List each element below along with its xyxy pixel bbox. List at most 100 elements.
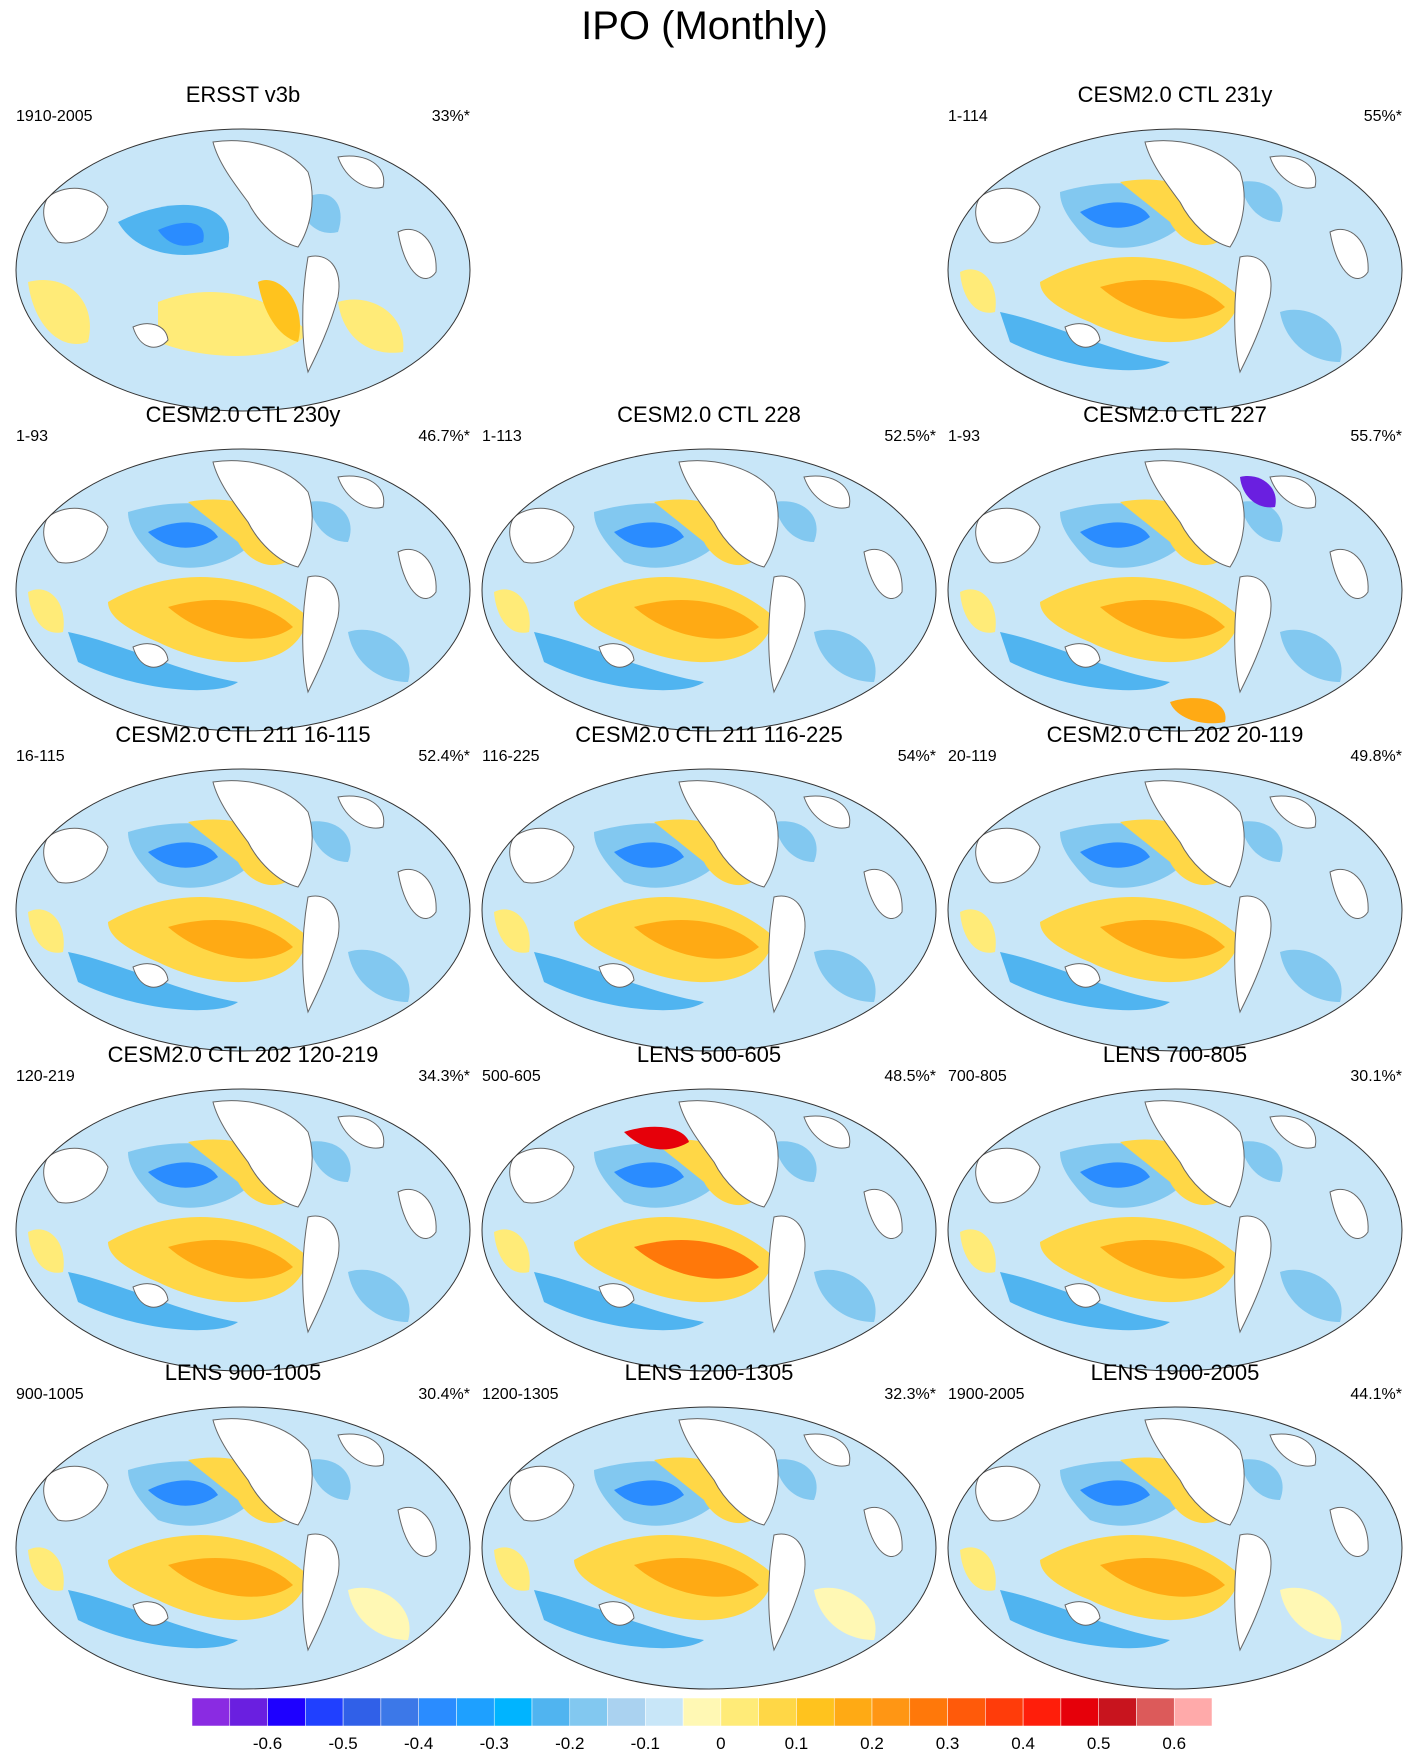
colorbar-tick-label: -0.6 [252,1734,283,1753]
colorbar-tick-label: -0.4 [404,1734,434,1753]
panel-variance-percent: 49.8%* [1350,748,1402,765]
panel-year-range: 1-113 [482,428,522,445]
panel-title: LENS 1900-2005 [1090,1360,1260,1385]
map-outline [481,1088,937,1372]
panel-variance-percent: 52.5%* [884,428,936,445]
map-panel: LENS 700-805 700-805 30.1%* [940,1042,1409,1372]
map-outline [481,448,937,732]
map-field [482,769,936,1051]
panel-year-range: 500-605 [482,1068,541,1085]
panel-title: CESM2.0 CTL 227 [1083,402,1267,427]
colorbar-swatch [985,1698,1024,1726]
colorbar-swatch [342,1698,382,1726]
panel-variance-percent: 30.4%* [418,1386,470,1403]
colorbar-swatch [380,1698,419,1726]
panel-title: LENS 500-605 [636,1042,782,1067]
map-field [16,129,470,411]
map-panel: LENS 1900-2005 1900-2005 44.1%* [940,1360,1409,1690]
panel-variance-percent: 34.3%* [418,1068,470,1085]
map-outline [15,1088,471,1372]
map-panel: CESM2.0 CTL 227 1-93 55.7%* [940,402,1409,732]
panel-title: CESM2.0 CTL 231y [1077,82,1273,107]
colorbar-tick-label: -0.5 [328,1734,358,1753]
colorbar-swatch [682,1698,722,1726]
panel-variance-percent: 30.1%* [1350,1068,1402,1085]
map-panel: CESM2.0 CTL 231y 1-114 55%* [940,82,1409,412]
map-field [948,129,1402,411]
map-outline [481,1406,937,1690]
panel-year-range: 116-225 [482,748,540,765]
map-outline [15,1406,471,1690]
world-map [947,1088,1403,1372]
map-field [482,449,936,731]
panel-year-range: 1900-2005 [948,1386,1025,1403]
map-panel: LENS 900-1005 900-1005 30.4%* [8,1360,478,1690]
colorbar-swatch [871,1698,911,1726]
colorbar-swatch [493,1698,533,1726]
world-map [15,1406,471,1690]
map-outline [947,128,1403,412]
map-panel: CESM2.0 CTL 202 20-119 20-119 49.8%* [940,722,1409,1052]
colorbar-tick-label: -0.1 [630,1734,660,1753]
panel-title: CESM2.0 CTL 230y [145,402,341,427]
colorbar-swatch [305,1698,344,1726]
panel-title: LENS 900-1005 [164,1360,322,1385]
map-panel: LENS 500-605 500-605 48.5%* [474,1042,944,1372]
panel-variance-percent: 44.1%* [1350,1386,1402,1403]
colorbar-swatch [267,1698,306,1726]
map-panel: CESM2.0 CTL 211 16-115 16-115 52.4%* [8,722,478,1052]
panel-title: LENS 700-805 [1102,1042,1248,1067]
map-panel: CESM2.0 CTL 230y 1-93 46.7%* [8,402,478,732]
colorbar-swatch [531,1698,571,1726]
map-field [482,1089,936,1371]
figure-title: IPO (Monthly) [581,4,828,48]
panel-year-range: 700-805 [948,1068,1007,1085]
map-panel: CESM2.0 CTL 211 116-225 116-225 54%* [474,722,944,1052]
map-field [16,769,470,1051]
colorbar-tick-label: 0.1 [784,1734,809,1753]
panel-year-range: 120-219 [16,1068,75,1085]
map-field [948,1407,1402,1689]
panel-variance-percent: 55.7%* [1350,428,1402,445]
map-outline [947,1406,1403,1690]
world-map [947,128,1403,412]
map-field [16,1407,470,1689]
panel-title: LENS 1200-1305 [624,1360,794,1385]
colorbar-swatch [192,1698,231,1726]
colorbar-tick-label: 0.2 [860,1734,884,1753]
world-map [481,1088,937,1372]
world-map [947,1406,1403,1690]
colorbar-swatch [569,1698,608,1726]
colorbar-swatch [796,1698,835,1726]
world-map [947,448,1403,732]
panel-year-range: 1910-2005 [16,108,93,125]
panel-variance-percent: 54%* [897,748,936,765]
panel-year-range: 16-115 [16,748,65,765]
colorbar-swatch [1022,1698,1062,1726]
panel-title: CESM2.0 CTL 202 20-119 [1046,722,1304,747]
panel-variance-percent: 52.4%* [418,748,470,765]
map-outline [15,768,471,1052]
world-map [15,448,471,732]
map-outline [947,768,1403,1052]
panel-title: ERSST v3b [185,82,301,107]
map-outline [947,1088,1403,1372]
map-panel: ERSST v3b 1910-2005 33%* [8,82,478,412]
colorbar-tick-label: 0.4 [1011,1734,1035,1753]
map-field [482,1407,936,1689]
colorbar-swatch [833,1698,873,1726]
colorbar-swatch [909,1698,948,1726]
panel-year-range: 1200-1305 [482,1386,559,1403]
panel-variance-percent: 48.5%* [884,1068,936,1085]
colorbar-swatch [229,1698,268,1726]
map-field [16,449,470,731]
map-outline [15,128,471,412]
panel-variance-percent: 55%* [1363,108,1402,125]
panel-variance-percent: 46.7%* [418,428,470,445]
panel-variance-percent: 32.3%* [884,1386,936,1403]
colorbar-tick-label: 0 [716,1734,726,1753]
colorbar-swatch [720,1698,759,1726]
map-panel: CESM2.0 CTL 202 120-219 120-219 34.3%* [8,1042,478,1372]
colorbar-swatch [418,1698,457,1726]
world-map [481,448,937,732]
